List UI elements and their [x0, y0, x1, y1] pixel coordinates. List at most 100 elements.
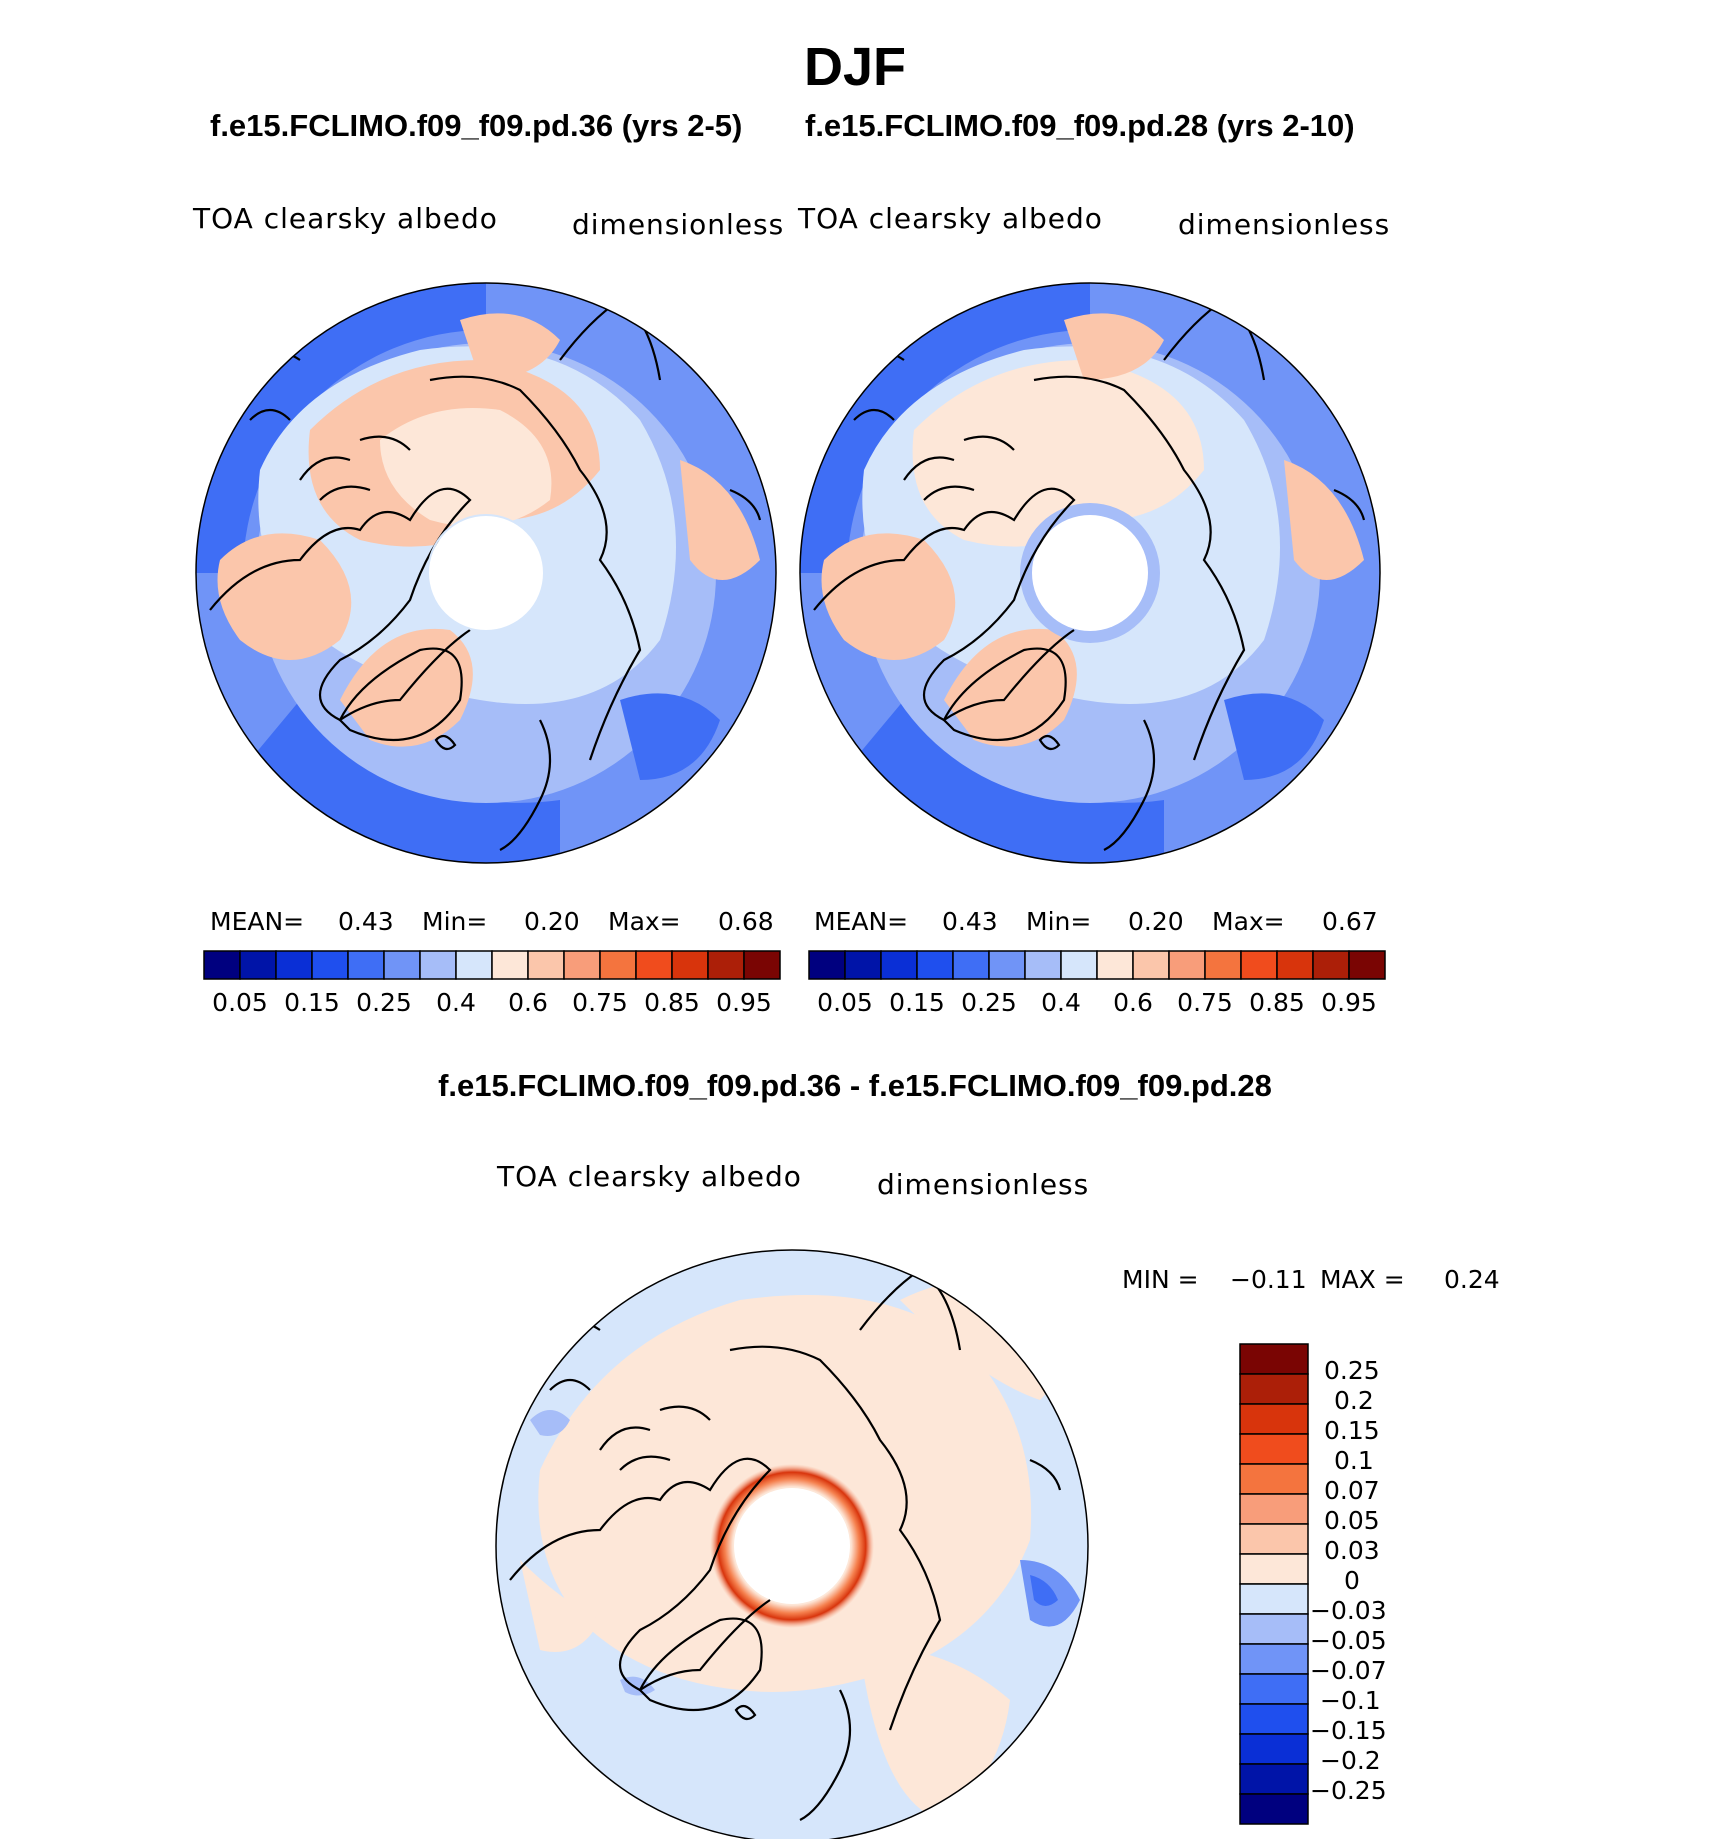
- left-case-title: f.e15.FCLIMO.f09_f09.pd.36 (yrs 2-5): [210, 108, 743, 143]
- diff-colorbar-swatch: [1239, 1463, 1309, 1495]
- difference-colorbar: [1239, 1343, 1309, 1825]
- left-variable-label: TOA clearsky albedo: [193, 202, 498, 235]
- left-cbar-tick: 0.6: [508, 988, 548, 1017]
- diff-cbar-tick: −0.15: [1310, 1716, 1387, 1745]
- colorbar-swatch: [1168, 950, 1206, 980]
- colorbar-swatch: [275, 950, 313, 980]
- left-max-value: 0.68: [718, 907, 774, 936]
- right-case-title: f.e15.FCLIMO.f09_f09.pd.28 (yrs 2-10): [805, 108, 1355, 143]
- colorbar-swatch: [347, 950, 385, 980]
- right-cbar-tick: 0.6: [1113, 988, 1153, 1017]
- diff-cbar-tick: −0.25: [1310, 1776, 1387, 1805]
- colorbar-swatch: [1312, 950, 1350, 980]
- diff-cbar-tick: −0.2: [1320, 1746, 1381, 1775]
- diff-colorbar-swatch: [1239, 1553, 1309, 1585]
- left-mean-label: MEAN=: [210, 907, 305, 936]
- colorbar-swatch: [239, 950, 277, 980]
- diff-max-value: 0.24: [1444, 1265, 1500, 1294]
- colorbar-swatch: [491, 950, 529, 980]
- right-cbar-tick: 0.75: [1177, 988, 1233, 1017]
- diff-colorbar-swatch: [1239, 1373, 1309, 1405]
- colorbar-swatch: [599, 950, 637, 980]
- diff-cbar-tick: 0.05: [1324, 1506, 1380, 1535]
- diff-colorbar-swatch: [1239, 1703, 1309, 1735]
- right-cbar-tick: 0.15: [889, 988, 945, 1017]
- right-cbar-tick: 0.05: [817, 988, 873, 1017]
- colorbar-swatch: [203, 950, 241, 980]
- diff-colorbar-swatch: [1239, 1403, 1309, 1435]
- left-mean-value: 0.43: [338, 907, 394, 936]
- difference-title: f.e15.FCLIMO.f09_f09.pd.36 - f.e15.FCLIM…: [438, 1068, 1272, 1103]
- diff-cbar-tick: −0.03: [1310, 1596, 1387, 1625]
- diff-colorbar-swatch: [1239, 1733, 1309, 1765]
- left-cbar-tick: 0.85: [644, 988, 700, 1017]
- left-cbar-tick: 0.4: [436, 988, 476, 1017]
- diff-variable-label: TOA clearsky albedo: [497, 1160, 802, 1193]
- colorbar-swatch: [1276, 950, 1314, 980]
- right-cbar-tick: 0.4: [1041, 988, 1081, 1017]
- colorbar-swatch: [707, 950, 745, 980]
- diff-colorbar-swatch: [1239, 1763, 1309, 1795]
- left-colorbar: [203, 950, 781, 980]
- diff-cbar-tick: 0.1: [1334, 1446, 1374, 1475]
- colorbar-swatch: [1132, 950, 1170, 980]
- right-polar-map: [800, 283, 1380, 863]
- colorbar-swatch: [527, 950, 565, 980]
- colorbar-swatch: [383, 950, 421, 980]
- colorbar-swatch: [563, 950, 601, 980]
- figure-title: DJF: [803, 37, 906, 97]
- difference-polar-map: [496, 1250, 1088, 1839]
- colorbar-swatch: [635, 950, 673, 980]
- diff-max-label: MAX =: [1320, 1265, 1405, 1294]
- colorbar-swatch: [1204, 950, 1242, 980]
- diff-cbar-tick: 0.25: [1324, 1356, 1380, 1385]
- colorbar-swatch: [419, 950, 457, 980]
- colorbar-swatch: [1348, 950, 1386, 980]
- diff-cbar-tick: −0.1: [1320, 1686, 1381, 1715]
- diff-colorbar-swatch: [1239, 1493, 1309, 1525]
- colorbar-swatch: [808, 950, 846, 980]
- colorbar-swatch: [916, 950, 954, 980]
- right-units-label: dimensionless: [1178, 208, 1391, 241]
- left-max-label: Max=: [608, 907, 681, 936]
- diff-cbar-tick: 0.15: [1324, 1416, 1380, 1445]
- colorbar-swatch: [455, 950, 493, 980]
- left-cbar-tick: 0.75: [572, 988, 628, 1017]
- diff-colorbar-swatch: [1239, 1583, 1309, 1615]
- left-min-label: Min=: [422, 907, 488, 936]
- left-min-value: 0.20: [524, 907, 580, 936]
- diff-cbar-tick: 0.2: [1334, 1386, 1374, 1415]
- diff-cbar-tick: −0.07: [1310, 1656, 1387, 1685]
- diff-colorbar-swatch: [1239, 1343, 1309, 1375]
- colorbar-swatch: [844, 950, 882, 980]
- diff-cbar-tick: 0.07: [1324, 1476, 1380, 1505]
- colorbar-swatch: [1240, 950, 1278, 980]
- colorbar-swatch: [743, 950, 781, 980]
- diff-colorbar-swatch: [1239, 1643, 1309, 1675]
- right-max-label: Max=: [1212, 907, 1285, 936]
- diff-colorbar-swatch: [1239, 1433, 1309, 1465]
- right-min-label: Min=: [1026, 907, 1092, 936]
- left-cbar-tick: 0.05: [212, 988, 268, 1017]
- diff-min-label: MIN =: [1122, 1265, 1199, 1294]
- colorbar-swatch: [880, 950, 918, 980]
- colorbar-swatch: [671, 950, 709, 980]
- colorbar-swatch: [952, 950, 990, 980]
- diff-colorbar-swatch: [1239, 1523, 1309, 1555]
- right-cbar-tick: 0.25: [961, 988, 1017, 1017]
- diff-units-label: dimensionless: [877, 1168, 1090, 1201]
- right-mean-label: MEAN=: [814, 907, 909, 936]
- right-max-value: 0.67: [1322, 907, 1378, 936]
- colorbar-swatch: [988, 950, 1026, 980]
- colorbar-swatch: [311, 950, 349, 980]
- left-cbar-tick: 0.25: [356, 988, 412, 1017]
- diff-cbar-tick: 0.03: [1324, 1536, 1380, 1565]
- right-variable-label: TOA clearsky albedo: [798, 202, 1103, 235]
- diff-cbar-tick: −0.05: [1310, 1626, 1387, 1655]
- diff-cbar-tick: 0: [1344, 1566, 1360, 1595]
- diff-colorbar-swatch: [1239, 1613, 1309, 1645]
- right-coastlines: [813, 298, 1366, 851]
- right-mean-value: 0.43: [942, 907, 998, 936]
- diff-colorbar-swatch: [1239, 1673, 1309, 1705]
